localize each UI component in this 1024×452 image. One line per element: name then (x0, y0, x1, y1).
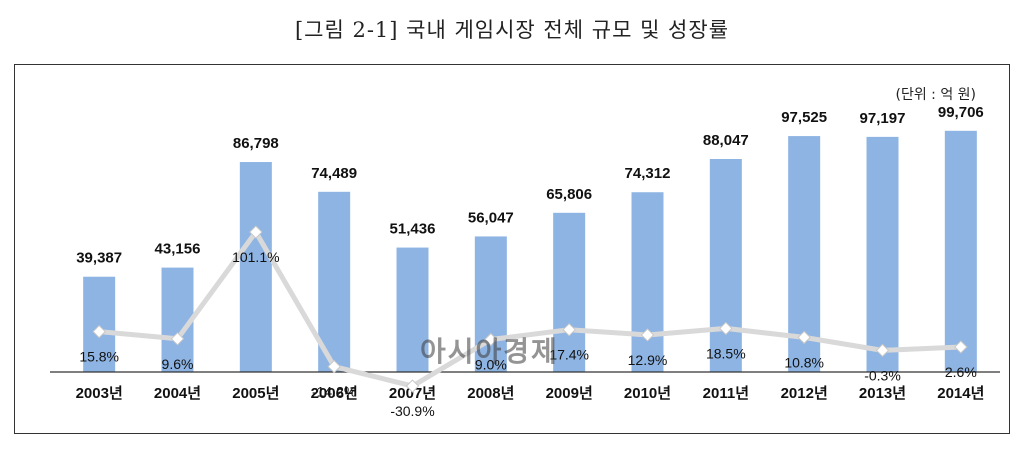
bar-2004년 (161, 267, 194, 372)
bar-2003년 (83, 276, 116, 372)
bar-value-label: 74,312 (625, 165, 671, 182)
growth-rate-marker (640, 328, 655, 342)
bar-value-label: 88,047 (703, 132, 749, 149)
bar-value-label: 65,806 (546, 186, 592, 203)
bar-value-label: 99,706 (938, 104, 984, 121)
growth-rate-label: 2.6% (945, 364, 977, 380)
growth-rate-label: 9.0% (475, 357, 507, 373)
growth-rate-marker (249, 225, 263, 239)
bar-2005년 (239, 162, 272, 372)
chart-frame (14, 64, 1010, 434)
growth-rate-marker (875, 343, 890, 358)
growth-rate-label: 15.8% (79, 349, 119, 365)
x-tick-label: 2006년 (311, 385, 358, 402)
x-tick-label: 2012년 (781, 385, 828, 402)
bar-value-label: 74,489 (311, 165, 357, 182)
x-tick-label: 2003년 (76, 385, 123, 402)
growth-rate-label: -14.2% (312, 384, 356, 400)
growth-rate-marker (170, 332, 185, 346)
x-tick-label: 2005년 (232, 385, 279, 402)
bar-2014년 (944, 130, 977, 372)
bar-value-label: 56,047 (468, 209, 514, 226)
growth-rate-label: 101.1% (232, 249, 279, 265)
bar-value-label: 43,156 (155, 241, 201, 258)
growth-rate-marker (797, 330, 811, 345)
growth-rate-line (98, 229, 961, 389)
bar-2010년 (631, 192, 664, 372)
bar-2008년 (474, 236, 507, 372)
growth-rate-label: 12.9% (628, 352, 668, 368)
bar-2009년 (553, 212, 586, 372)
x-tick-label: 2008년 (467, 385, 514, 402)
growth-rate-label: 9.6% (162, 356, 194, 372)
growth-rate-label: 18.5% (706, 345, 746, 361)
growth-rate-label: 10.8% (784, 354, 824, 370)
bar-value-label: 51,436 (390, 221, 436, 238)
growth-rate-marker (562, 322, 576, 337)
bar-2007년 (396, 247, 429, 372)
x-tick-label: 2009년 (546, 385, 593, 402)
x-tick-label: 2011년 (703, 385, 749, 402)
x-tick-label: 2004년 (154, 385, 201, 402)
growth-rate-label: -30.9% (390, 403, 434, 419)
bar-2006년 (318, 191, 351, 372)
growth-rate-marker (484, 332, 498, 347)
x-tick-label: 2014년 (937, 385, 984, 402)
bar-value-label: 86,798 (233, 135, 279, 152)
unit-note: (단위 : 억 원) (895, 87, 976, 103)
bar-value-label: 97,197 (860, 110, 906, 127)
bar-2013년 (866, 136, 899, 372)
growth-rate-marker (719, 321, 733, 336)
growth-rate-marker (405, 379, 420, 393)
bar-value-label: 97,525 (781, 109, 827, 126)
growth-rate-label: -0.3% (864, 367, 901, 383)
x-tick-label: 2010년 (624, 385, 671, 402)
growth-rate-marker (327, 359, 341, 374)
growth-rate-marker (92, 324, 106, 339)
bar-value-label: 39,387 (76, 250, 122, 267)
figure-title: [그림 2-1] 국내 게임시장 전체 규모 및 성장률 (294, 18, 730, 42)
x-tick-label: 2013년 (859, 385, 906, 402)
watermark-text: 아시아경제 (420, 335, 559, 368)
bar-2011년 (709, 159, 742, 372)
growth-rate-label: 17.4% (549, 347, 589, 363)
growth-rate-marker (954, 340, 968, 354)
x-tick-label: 2007년 (389, 385, 436, 402)
